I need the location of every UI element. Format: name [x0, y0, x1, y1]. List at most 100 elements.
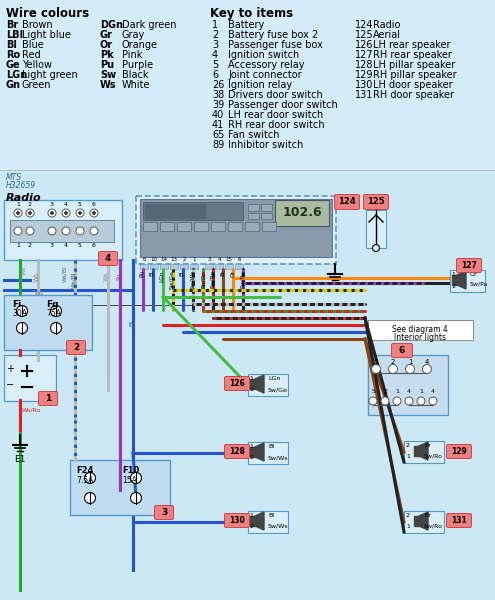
Text: 4: 4 [105, 254, 111, 263]
Text: 75A: 75A [46, 309, 61, 318]
Polygon shape [255, 512, 264, 530]
Text: 13: 13 [170, 257, 178, 262]
Text: 3: 3 [50, 243, 54, 248]
Text: F10: F10 [122, 466, 139, 475]
Text: Red: Red [22, 50, 41, 60]
Text: Ws: Ws [34, 272, 40, 283]
Text: 131: 131 [451, 516, 467, 525]
Circle shape [76, 209, 84, 217]
Text: Pink: Pink [122, 50, 143, 60]
Bar [414, 446, 419, 456]
Text: Blue: Blue [22, 40, 44, 50]
Bar [143, 222, 157, 231]
Text: 124: 124 [355, 20, 374, 30]
Text: 2: 2 [406, 443, 410, 448]
Circle shape [423, 364, 432, 373]
Bar [452, 275, 457, 285]
Bar [225, 264, 233, 269]
Text: Ws/Bl: Ws/Bl [62, 266, 67, 283]
Text: Radio: Radio [373, 20, 400, 30]
Text: Joint connector: Joint connector [228, 70, 301, 80]
Text: 4: 4 [212, 50, 218, 60]
FancyBboxPatch shape [446, 514, 472, 527]
Text: Light green: Light green [22, 70, 78, 80]
Text: Passenger fuse box: Passenger fuse box [228, 40, 323, 50]
Text: 125: 125 [355, 30, 374, 40]
Text: 128: 128 [355, 60, 374, 70]
Bar [205, 264, 213, 269]
Circle shape [16, 305, 28, 317]
Circle shape [48, 227, 56, 235]
Text: 124: 124 [338, 197, 356, 206]
Text: 4: 4 [217, 257, 221, 262]
Circle shape [14, 227, 22, 235]
Text: 15A: 15A [122, 476, 137, 485]
Bar [194, 222, 208, 231]
Bar [180, 264, 188, 269]
Text: 2: 2 [182, 257, 186, 262]
Bar [4, 295, 92, 350]
Circle shape [50, 305, 61, 317]
Text: Ignition switch: Ignition switch [228, 50, 299, 60]
Text: Accessory relay: Accessory relay [228, 60, 304, 70]
Text: Ro: Ro [6, 50, 20, 60]
Circle shape [405, 397, 413, 405]
Text: Sw/Ro: Sw/Ro [210, 270, 215, 288]
Text: 1: 1 [212, 20, 218, 30]
Text: Drivers door switch: Drivers door switch [228, 90, 323, 100]
Text: 3: 3 [212, 40, 218, 50]
Text: Bl: Bl [180, 270, 185, 275]
Text: RH door speaker: RH door speaker [373, 90, 454, 100]
Bar [248, 511, 288, 533]
Text: RH rear speaker: RH rear speaker [373, 50, 452, 60]
Text: 2: 2 [249, 387, 253, 392]
Text: LGn: LGn [6, 70, 27, 80]
Bar [368, 355, 448, 415]
Text: Bl: Bl [129, 320, 134, 326]
Circle shape [90, 209, 98, 217]
Circle shape [429, 397, 437, 405]
Text: F24: F24 [76, 466, 94, 475]
Text: 127: 127 [355, 50, 374, 60]
Bar [275, 200, 329, 226]
FancyBboxPatch shape [154, 505, 174, 520]
Text: Ws/Ro: Ws/Ro [22, 407, 42, 413]
Text: 3: 3 [161, 508, 167, 517]
Text: Bl: Bl [268, 513, 274, 518]
Text: DGn: DGn [100, 20, 123, 30]
Bar [136, 196, 336, 264]
FancyBboxPatch shape [66, 340, 86, 355]
Text: Orange: Orange [122, 40, 158, 50]
FancyBboxPatch shape [456, 259, 482, 272]
Bar [245, 222, 259, 231]
Text: Sw: Sw [100, 70, 116, 80]
Text: 2: 2 [406, 513, 410, 518]
Bar [190, 264, 198, 269]
Text: 130: 130 [355, 80, 373, 90]
Text: 7.5A: 7.5A [76, 476, 94, 485]
Text: 5: 5 [78, 243, 82, 248]
Text: LGn: LGn [159, 270, 164, 281]
Text: 128: 128 [229, 447, 245, 456]
Text: 1: 1 [419, 389, 423, 394]
Text: Aerial: Aerial [373, 30, 401, 40]
Text: 4: 4 [407, 389, 411, 394]
Bar [450, 270, 485, 292]
Text: Gr: Gr [100, 30, 113, 40]
Circle shape [93, 212, 95, 214]
Text: Green: Green [22, 80, 51, 90]
Text: Dark green: Dark green [122, 20, 177, 30]
Text: 1: 1 [45, 394, 51, 403]
Text: 130: 130 [229, 516, 245, 525]
Text: LH rear speaker: LH rear speaker [373, 40, 450, 50]
Text: 5: 5 [371, 389, 375, 394]
Circle shape [65, 212, 67, 214]
FancyBboxPatch shape [363, 194, 389, 209]
Bar [177, 222, 191, 231]
Text: 2: 2 [249, 524, 253, 529]
Text: Radio: Radio [6, 193, 42, 203]
Text: Br: Br [220, 270, 226, 277]
Circle shape [405, 364, 414, 373]
Circle shape [48, 209, 56, 217]
Text: Pu: Pu [116, 272, 121, 280]
